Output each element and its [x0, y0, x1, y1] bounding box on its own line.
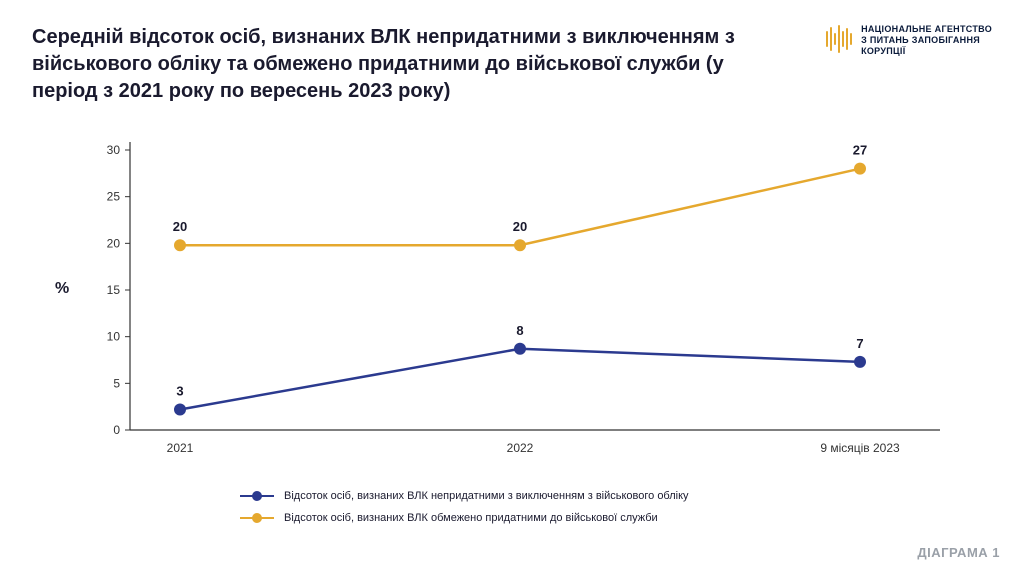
svg-text:25: 25: [107, 190, 121, 204]
svg-text:30: 30: [107, 143, 121, 157]
chart-title: Середній відсоток осіб, визнаних ВЛК неп…: [32, 24, 752, 105]
y-axis-title: %: [55, 280, 69, 298]
svg-text:3: 3: [176, 383, 183, 398]
diagram-number: ДІАГРАМА 1: [917, 545, 1000, 560]
svg-text:20: 20: [107, 236, 121, 250]
svg-text:2022: 2022: [507, 441, 534, 455]
svg-text:15: 15: [107, 283, 121, 297]
legend-item: Відсоток осіб, визнаних ВЛК обмежено при…: [240, 512, 689, 524]
agency-name: НАЦІОНАЛЬНЕ АГЕНТСТВО З ПИТАНЬ ЗАПОБІГАН…: [861, 24, 992, 56]
agency-logo: НАЦІОНАЛЬНЕ АГЕНТСТВО З ПИТАНЬ ЗАПОБІГАН…: [825, 24, 992, 56]
legend-label: Відсоток осіб, визнаних ВЛК обмежено при…: [284, 512, 658, 524]
svg-text:27: 27: [853, 143, 867, 158]
svg-text:5: 5: [113, 376, 120, 390]
svg-text:0: 0: [113, 423, 120, 437]
chart-legend: Відсоток осіб, визнаних ВЛК непридатними…: [240, 490, 689, 534]
svg-text:20: 20: [513, 219, 527, 234]
line-chart: 0 5 10 15 20 25 30 2021 2022 9 місяців 2023 3 8 7 20 2…: [90, 140, 950, 470]
svg-text:10: 10: [107, 330, 121, 344]
svg-text:7: 7: [856, 336, 863, 351]
legend-item: Відсоток осіб, визнаних ВЛК непридатними…: [240, 490, 689, 502]
svg-text:9 місяців 2023: 9 місяців 2023: [820, 441, 900, 455]
agency-logo-mark: [825, 24, 853, 54]
legend-label: Відсоток осіб, визнаних ВЛК непридатними…: [284, 490, 689, 502]
svg-text:8: 8: [516, 323, 523, 338]
svg-text:20: 20: [173, 219, 187, 234]
svg-text:2021: 2021: [167, 441, 194, 455]
